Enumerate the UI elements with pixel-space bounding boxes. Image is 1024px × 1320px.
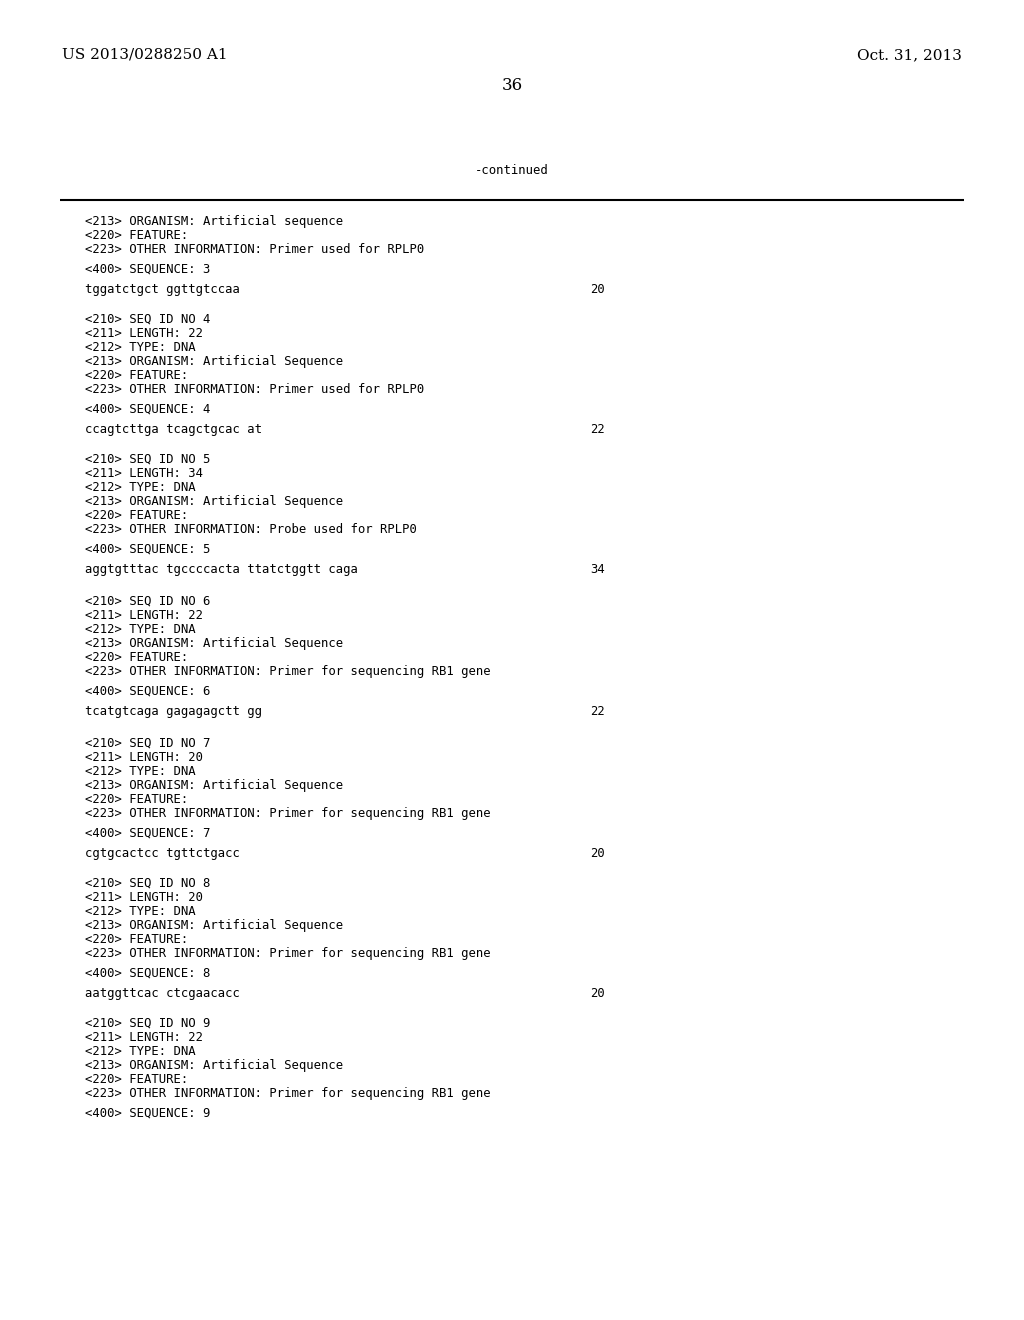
Text: <211> LENGTH: 20: <211> LENGTH: 20 [85,751,203,764]
Text: aatggttcac ctcgaacacc: aatggttcac ctcgaacacc [85,987,240,1001]
Text: <213> ORGANISM: Artificial Sequence: <213> ORGANISM: Artificial Sequence [85,919,343,932]
Text: <400> SEQUENCE: 6: <400> SEQUENCE: 6 [85,685,210,698]
Text: <212> TYPE: DNA: <212> TYPE: DNA [85,766,196,777]
Text: <400> SEQUENCE: 3: <400> SEQUENCE: 3 [85,263,210,276]
Text: <213> ORGANISM: Artificial Sequence: <213> ORGANISM: Artificial Sequence [85,779,343,792]
Text: <223> OTHER INFORMATION: Primer for sequencing RB1 gene: <223> OTHER INFORMATION: Primer for sequ… [85,665,490,678]
Text: <212> TYPE: DNA: <212> TYPE: DNA [85,623,196,636]
Text: <211> LENGTH: 34: <211> LENGTH: 34 [85,467,203,480]
Text: tggatctgct ggttgtccaa: tggatctgct ggttgtccaa [85,282,240,296]
Text: 22: 22 [590,422,605,436]
Text: cgtgcactcc tgttctgacc: cgtgcactcc tgttctgacc [85,847,240,861]
Text: <212> TYPE: DNA: <212> TYPE: DNA [85,906,196,917]
Text: <210> SEQ ID NO 4: <210> SEQ ID NO 4 [85,313,210,326]
Text: <210> SEQ ID NO 6: <210> SEQ ID NO 6 [85,595,210,609]
Text: 20: 20 [590,282,605,296]
Text: 34: 34 [590,564,605,576]
Text: <210> SEQ ID NO 5: <210> SEQ ID NO 5 [85,453,210,466]
Text: US 2013/0288250 A1: US 2013/0288250 A1 [62,48,227,62]
Text: aggtgtttac tgccccacta ttatctggtt caga: aggtgtttac tgccccacta ttatctggtt caga [85,564,357,576]
Text: <220> FEATURE:: <220> FEATURE: [85,1073,188,1086]
Text: <210> SEQ ID NO 8: <210> SEQ ID NO 8 [85,876,210,890]
Text: Oct. 31, 2013: Oct. 31, 2013 [857,48,962,62]
Text: <212> TYPE: DNA: <212> TYPE: DNA [85,1045,196,1059]
Text: <213> ORGANISM: Artificial Sequence: <213> ORGANISM: Artificial Sequence [85,355,343,368]
Text: <223> OTHER INFORMATION: Probe used for RPLP0: <223> OTHER INFORMATION: Probe used for … [85,523,417,536]
Text: <223> OTHER INFORMATION: Primer used for RPLP0: <223> OTHER INFORMATION: Primer used for… [85,243,424,256]
Text: tcatgtcaga gagagagctt gg: tcatgtcaga gagagagctt gg [85,705,262,718]
Text: <220> FEATURE:: <220> FEATURE: [85,933,188,946]
Text: <400> SEQUENCE: 5: <400> SEQUENCE: 5 [85,543,210,556]
Text: <210> SEQ ID NO 7: <210> SEQ ID NO 7 [85,737,210,750]
Text: 36: 36 [502,77,522,94]
Text: <400> SEQUENCE: 7: <400> SEQUENCE: 7 [85,828,210,840]
Text: <211> LENGTH: 20: <211> LENGTH: 20 [85,891,203,904]
Text: ccagtcttga tcagctgcac at: ccagtcttga tcagctgcac at [85,422,262,436]
Text: <220> FEATURE:: <220> FEATURE: [85,510,188,521]
Text: 20: 20 [590,847,605,861]
Text: <211> LENGTH: 22: <211> LENGTH: 22 [85,1031,203,1044]
Text: 22: 22 [590,705,605,718]
Text: <213> ORGANISM: Artificial Sequence: <213> ORGANISM: Artificial Sequence [85,638,343,649]
Text: <210> SEQ ID NO 9: <210> SEQ ID NO 9 [85,1016,210,1030]
Text: <220> FEATURE:: <220> FEATURE: [85,228,188,242]
Text: <223> OTHER INFORMATION: Primer for sequencing RB1 gene: <223> OTHER INFORMATION: Primer for sequ… [85,1086,490,1100]
Text: <213> ORGANISM: Artificial Sequence: <213> ORGANISM: Artificial Sequence [85,495,343,508]
Text: <223> OTHER INFORMATION: Primer for sequencing RB1 gene: <223> OTHER INFORMATION: Primer for sequ… [85,807,490,820]
Text: <212> TYPE: DNA: <212> TYPE: DNA [85,480,196,494]
Text: <220> FEATURE:: <220> FEATURE: [85,793,188,807]
Text: <213> ORGANISM: Artificial Sequence: <213> ORGANISM: Artificial Sequence [85,1059,343,1072]
Text: <220> FEATURE:: <220> FEATURE: [85,370,188,381]
Text: <213> ORGANISM: Artificial sequence: <213> ORGANISM: Artificial sequence [85,215,343,228]
Text: <211> LENGTH: 22: <211> LENGTH: 22 [85,609,203,622]
Text: <400> SEQUENCE: 4: <400> SEQUENCE: 4 [85,403,210,416]
Text: -continued: -continued [475,164,549,177]
Text: <220> FEATURE:: <220> FEATURE: [85,651,188,664]
Text: <211> LENGTH: 22: <211> LENGTH: 22 [85,327,203,341]
Text: <400> SEQUENCE: 9: <400> SEQUENCE: 9 [85,1107,210,1119]
Text: 20: 20 [590,987,605,1001]
Text: <223> OTHER INFORMATION: Primer used for RPLP0: <223> OTHER INFORMATION: Primer used for… [85,383,424,396]
Text: <223> OTHER INFORMATION: Primer for sequencing RB1 gene: <223> OTHER INFORMATION: Primer for sequ… [85,946,490,960]
Text: <212> TYPE: DNA: <212> TYPE: DNA [85,341,196,354]
Text: <400> SEQUENCE: 8: <400> SEQUENCE: 8 [85,968,210,979]
